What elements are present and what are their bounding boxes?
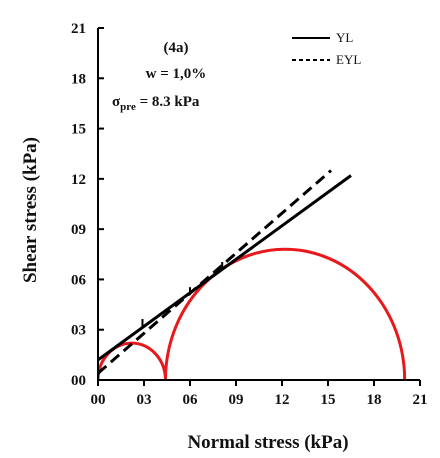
water-content-label: w = 1,0% xyxy=(146,66,207,82)
y-tick-label: 09 xyxy=(71,222,86,238)
y-tick-label: 21 xyxy=(71,21,86,37)
x-tick-label: 03 xyxy=(137,392,152,408)
sigma-subscript: pre xyxy=(120,101,136,113)
y-tick-label: 03 xyxy=(71,323,86,339)
x-tick-label: 06 xyxy=(183,392,199,408)
y-tick-label: 18 xyxy=(71,71,86,87)
legend: YL EYL xyxy=(292,30,361,67)
preconsolidation-label: σpre = 8.3 kPa xyxy=(112,94,200,113)
x-tick-label: 12 xyxy=(275,392,290,408)
y-tick-label: 12 xyxy=(71,172,86,188)
sigma-value: = 8.3 kPa xyxy=(136,94,200,110)
y-axis-title: Shear stress (kPa) xyxy=(20,137,41,283)
y-tick-label: 00 xyxy=(71,373,86,389)
series-line-eyl xyxy=(98,169,333,375)
x-tick-label: 15 xyxy=(321,392,336,408)
x-tick-label: 09 xyxy=(229,392,244,408)
sigma-symbol: σ xyxy=(112,94,121,110)
y-tick-label: 15 xyxy=(71,122,86,138)
x-tick-label: 21 xyxy=(413,392,428,408)
legend-label-yl: YL xyxy=(336,30,353,45)
y-axis-ticks: 00 03 06 09 12 15 18 21 xyxy=(71,21,104,389)
plot-area xyxy=(97,28,420,381)
mohr-circle-1 xyxy=(98,341,167,380)
mohr-circle-2 xyxy=(163,247,407,380)
y-tick-label: 06 xyxy=(71,272,87,288)
legend-label-eyl: EYL xyxy=(336,52,361,67)
x-axis-ticks: 00 03 06 09 12 15 18 21 xyxy=(91,380,428,408)
x-tick-label: 00 xyxy=(91,392,106,408)
panel-label: (4a) xyxy=(164,40,189,56)
x-axis-title: Normal stress (kPa) xyxy=(187,432,348,453)
x-tick-label: 18 xyxy=(367,392,382,408)
series-line-yl xyxy=(98,174,352,362)
